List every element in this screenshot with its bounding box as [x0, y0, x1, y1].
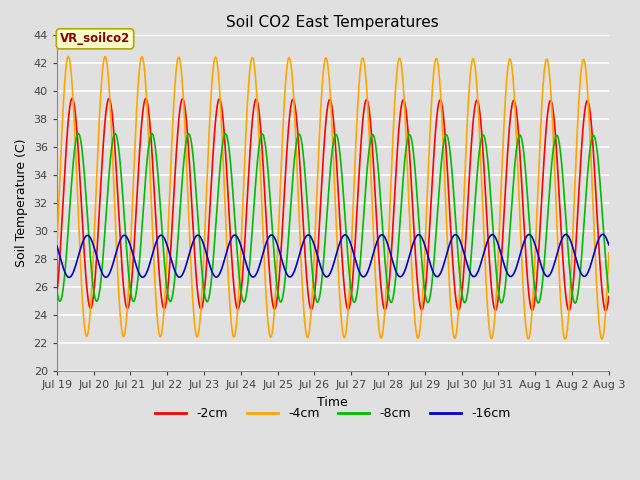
- -8cm: [314, 299, 322, 304]
- Y-axis label: Soil Temperature (C): Soil Temperature (C): [15, 139, 28, 267]
- -16cm: [605, 242, 612, 248]
- -16cm: [456, 239, 464, 244]
- -8cm: [605, 289, 612, 295]
- -2cm: [241, 245, 248, 251]
- -8cm: [74, 131, 82, 136]
- -4cm: [472, 72, 480, 77]
- -8cm: [472, 187, 480, 193]
- -16cm: [53, 243, 61, 249]
- -2cm: [456, 302, 464, 308]
- -4cm: [65, 53, 72, 59]
- -2cm: [68, 96, 76, 101]
- -16cm: [599, 231, 607, 237]
- -4cm: [575, 99, 582, 105]
- -16cm: [241, 255, 248, 261]
- -8cm: [241, 299, 248, 304]
- -8cm: [572, 300, 579, 306]
- -2cm: [575, 191, 582, 196]
- -16cm: [472, 273, 480, 278]
- -4cm: [241, 163, 248, 168]
- Line: -8cm: -8cm: [57, 133, 609, 303]
- -4cm: [605, 250, 612, 256]
- Title: Soil CO2 East Temperatures: Soil CO2 East Temperatures: [227, 15, 439, 30]
- -16cm: [314, 255, 322, 261]
- -8cm: [53, 287, 61, 293]
- -4cm: [582, 66, 589, 72]
- -16cm: [575, 265, 582, 271]
- -4cm: [456, 276, 464, 281]
- -2cm: [602, 308, 609, 313]
- -8cm: [456, 278, 464, 284]
- X-axis label: Time: Time: [317, 396, 348, 408]
- -4cm: [53, 247, 61, 252]
- -4cm: [314, 161, 322, 167]
- -4cm: [598, 336, 605, 342]
- -8cm: [575, 283, 583, 288]
- Line: -2cm: -2cm: [57, 98, 609, 311]
- -8cm: [582, 196, 589, 202]
- Line: -4cm: -4cm: [57, 56, 609, 339]
- -2cm: [53, 291, 61, 297]
- Line: -16cm: -16cm: [57, 234, 609, 277]
- -16cm: [582, 273, 589, 279]
- -2cm: [605, 294, 612, 300]
- -2cm: [472, 99, 480, 105]
- -2cm: [314, 244, 322, 250]
- Text: VR_soilco2: VR_soilco2: [60, 32, 130, 45]
- -2cm: [582, 102, 589, 108]
- Legend: -2cm, -4cm, -8cm, -16cm: -2cm, -4cm, -8cm, -16cm: [150, 402, 515, 425]
- -16cm: [65, 275, 73, 280]
